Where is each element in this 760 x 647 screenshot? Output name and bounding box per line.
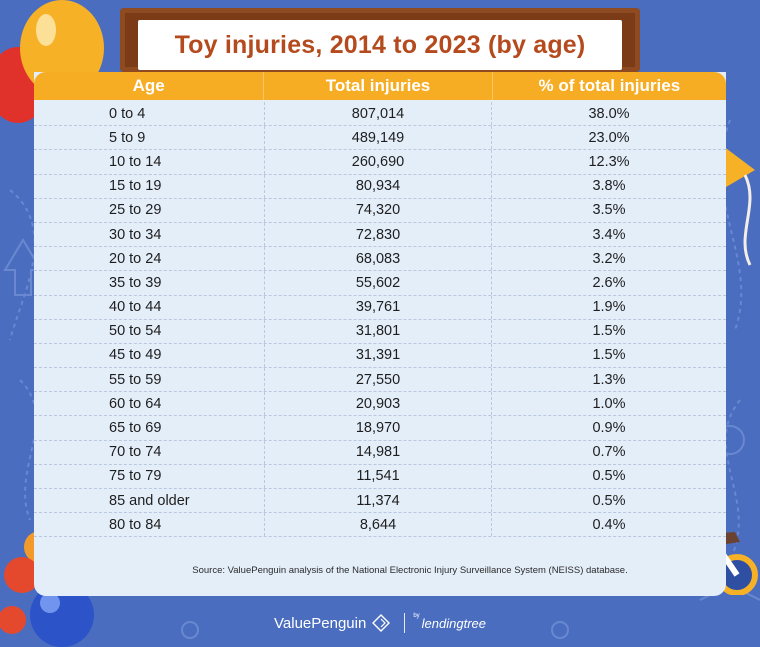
cell-total-injuries: 18,970 (264, 416, 492, 440)
cell-total-injuries: 20,903 (264, 392, 492, 416)
table-row: 80 to 84 8,644 0.4% (34, 513, 726, 538)
cell-percent: 3.4% (592, 226, 626, 243)
table-row: 55 to 59 27,550 1.3% (34, 368, 726, 393)
cell-age: 30 to 34 (109, 226, 162, 243)
header-percent: % of total injuries (538, 76, 681, 95)
cell-percent: 1.0% (592, 395, 626, 412)
table-row: 30 to 34 72,830 3.4% (34, 222, 726, 248)
cell-total-injuries: 74,320 (264, 198, 492, 222)
cell-total-injuries: 31,391 (264, 343, 492, 368)
cell-percent: 38.0% (588, 105, 630, 122)
cell-total-injuries: 72,830 (264, 222, 492, 247)
cell-age: 35 to 39 (109, 274, 162, 291)
table-row: 20 to 24 68,083 3.2% (34, 247, 726, 272)
cell-percent: 1.5% (592, 323, 626, 340)
table-row: 15 to 19 80,934 3.8% (34, 174, 726, 199)
footer-divider (404, 613, 406, 633)
cell-percent: 0.7% (592, 444, 626, 461)
table-row: 0 to 4 807,014 38.0% (34, 102, 726, 127)
cell-age: 5 to 9 (109, 129, 146, 146)
cell-age: 80 to 84 (109, 516, 162, 533)
table-header: Age Total injuries % of total injuries (34, 72, 726, 100)
cell-age: 20 to 24 (109, 250, 162, 267)
cell-age: 25 to 29 (109, 202, 162, 219)
page-title: Toy injuries, 2014 to 2023 (by age) (174, 30, 586, 59)
cell-age: 85 and older (109, 492, 190, 509)
cell-total-injuries: 27,550 (264, 368, 492, 392)
cell-percent: 0.9% (592, 420, 626, 437)
table-row: 70 to 74 14,981 0.7% (34, 440, 726, 465)
cell-age: 45 to 49 (109, 347, 162, 364)
cell-total-injuries: 14,981 (264, 440, 492, 464)
cell-age: 70 to 74 (109, 444, 162, 461)
cell-percent: 0.5% (592, 468, 626, 485)
title-board: Toy injuries, 2014 to 2023 (by age) (120, 8, 640, 72)
table-row: 75 to 79 11,541 0.5% (34, 464, 726, 489)
cell-age: 10 to 14 (109, 153, 162, 170)
cell-total-injuries: 260,690 (264, 150, 492, 174)
cell-age: 75 to 79 (109, 468, 162, 485)
header-total-injuries: Total injuries (263, 72, 493, 100)
source-note: Source: ValuePenguin analysis of the Nat… (192, 565, 628, 576)
cell-age: 55 to 59 (109, 371, 162, 388)
footer-by: by (413, 613, 420, 619)
cell-age: 0 to 4 (109, 105, 146, 122)
table-row: 10 to 14 260,690 12.3% (34, 150, 726, 175)
cell-age: 65 to 69 (109, 420, 162, 437)
cell-total-injuries: 55,602 (264, 271, 492, 295)
table-row: 65 to 69 18,970 0.9% (34, 416, 726, 441)
table-row: 5 to 9 489,149 23.0% (34, 126, 726, 151)
table-row: 85 and older 11,374 0.5% (34, 489, 726, 514)
cell-total-injuries: 39,761 (264, 295, 492, 319)
cell-age: 40 to 44 (109, 299, 162, 316)
cell-total-injuries: 8,644 (264, 513, 492, 537)
cell-age: 60 to 64 (109, 395, 162, 412)
cell-total-injuries: 31,801 (264, 319, 492, 343)
table-row: 50 to 54 31,801 1.5% (34, 319, 726, 344)
cell-percent: 1.9% (592, 299, 626, 316)
cell-total-injuries: 11,541 (264, 464, 492, 488)
data-table: Age Total injuries % of total injuries 0… (34, 72, 726, 596)
cell-total-injuries: 11,374 (264, 489, 492, 513)
table-body: 0 to 4 807,014 38.0% 5 to 9 489,149 23.0% 10 t… (34, 102, 726, 538)
table-row: 35 to 39 55,602 2.6% (34, 271, 726, 296)
cell-percent: 0.5% (592, 492, 626, 509)
table-row: 60 to 64 20,903 1.0% (34, 392, 726, 417)
cell-percent: 0.4% (592, 516, 626, 533)
table-row: 40 to 44 39,761 1.9% (34, 295, 726, 320)
cell-percent: 3.2% (592, 250, 626, 267)
brand-name: ValuePenguin (274, 614, 367, 632)
cell-total-injuries: 80,934 (264, 174, 492, 198)
title-panel: Toy injuries, 2014 to 2023 (by age) (138, 20, 622, 70)
header-age: Age (132, 76, 165, 95)
cell-percent: 23.0% (588, 129, 630, 146)
cell-age: 50 to 54 (109, 323, 162, 340)
table-row: 45 to 49 31,391 1.5% (34, 343, 726, 369)
penguin-logo-icon (372, 614, 391, 632)
cell-total-injuries: 807,014 (264, 102, 492, 126)
cell-percent: 3.8% (592, 178, 626, 195)
partner-name: lendingtree (421, 615, 486, 631)
table-row: 25 to 29 74,320 3.5% (34, 198, 726, 223)
cell-percent: 12.3% (588, 153, 630, 170)
cell-percent: 3.5% (592, 202, 626, 219)
cell-percent: 1.5% (592, 347, 626, 364)
cell-age: 15 to 19 (109, 178, 162, 195)
footer: ValuePenguin by lendingtree (0, 610, 760, 636)
cell-total-injuries: 68,083 (264, 247, 492, 271)
cell-total-injuries: 489,149 (264, 126, 492, 150)
cell-percent: 1.3% (592, 371, 626, 388)
cell-percent: 2.6% (592, 274, 626, 291)
